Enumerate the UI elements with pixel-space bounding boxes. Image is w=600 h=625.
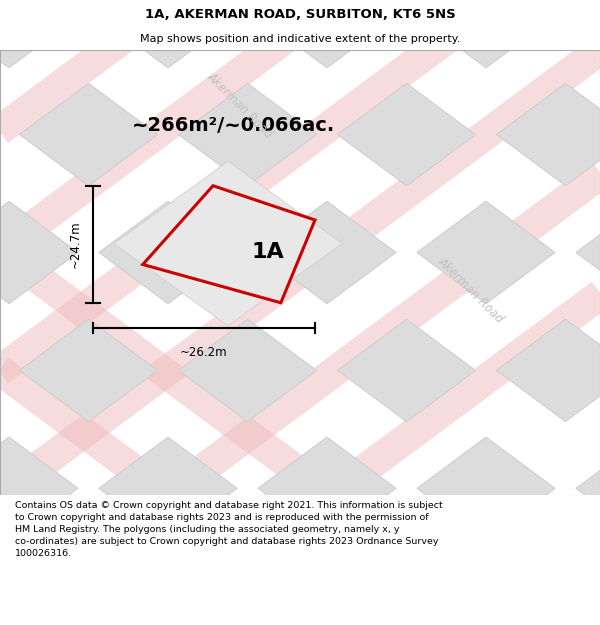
Polygon shape (497, 83, 600, 186)
Polygon shape (20, 319, 157, 422)
Text: ~266m²/~0.066ac.: ~266m²/~0.066ac. (132, 116, 335, 135)
Polygon shape (20, 319, 157, 422)
Polygon shape (99, 437, 237, 539)
Polygon shape (0, 201, 78, 304)
Text: Akerman Road: Akerman Road (205, 70, 275, 141)
Polygon shape (258, 201, 396, 304)
Polygon shape (337, 319, 476, 422)
Polygon shape (179, 83, 317, 186)
Polygon shape (497, 319, 600, 422)
Polygon shape (179, 319, 317, 422)
Text: ~24.7m: ~24.7m (69, 221, 82, 268)
Polygon shape (576, 201, 600, 304)
Text: 1A, AKERMAN ROAD, SURBITON, KT6 5NS: 1A, AKERMAN ROAD, SURBITON, KT6 5NS (145, 8, 455, 21)
Polygon shape (99, 201, 237, 304)
Polygon shape (417, 0, 555, 68)
Polygon shape (179, 555, 317, 625)
Polygon shape (417, 0, 555, 68)
Text: 1A: 1A (251, 242, 284, 262)
Text: ~26.2m: ~26.2m (180, 346, 228, 359)
Text: Akerman Road: Akerman Road (436, 255, 506, 326)
Polygon shape (337, 555, 476, 625)
Polygon shape (179, 319, 317, 422)
Polygon shape (258, 0, 396, 68)
Polygon shape (0, 0, 78, 68)
Polygon shape (337, 83, 476, 186)
Polygon shape (0, 437, 78, 539)
Polygon shape (179, 555, 317, 625)
Polygon shape (20, 555, 157, 625)
Polygon shape (99, 0, 237, 68)
Polygon shape (20, 555, 157, 625)
Polygon shape (497, 83, 600, 186)
Polygon shape (114, 161, 342, 326)
Polygon shape (0, 201, 78, 304)
Polygon shape (258, 437, 396, 539)
Polygon shape (417, 201, 555, 304)
Polygon shape (337, 555, 476, 625)
Polygon shape (497, 555, 600, 625)
Polygon shape (20, 83, 157, 186)
Polygon shape (576, 437, 600, 539)
Polygon shape (417, 437, 555, 539)
Polygon shape (417, 201, 555, 304)
Polygon shape (0, 0, 78, 68)
Polygon shape (576, 201, 600, 304)
Polygon shape (576, 0, 600, 68)
Polygon shape (576, 0, 600, 68)
Polygon shape (0, 437, 78, 539)
Polygon shape (417, 437, 555, 539)
Polygon shape (497, 319, 600, 422)
Polygon shape (258, 201, 396, 304)
Polygon shape (99, 437, 237, 539)
Polygon shape (99, 201, 237, 304)
Polygon shape (337, 319, 476, 422)
Polygon shape (576, 437, 600, 539)
Polygon shape (99, 0, 237, 68)
Polygon shape (258, 0, 396, 68)
Polygon shape (258, 437, 396, 539)
Text: Map shows position and indicative extent of the property.: Map shows position and indicative extent… (140, 34, 460, 44)
Text: Contains OS data © Crown copyright and database right 2021. This information is : Contains OS data © Crown copyright and d… (15, 501, 443, 558)
Polygon shape (337, 83, 476, 186)
Polygon shape (179, 83, 317, 186)
Polygon shape (497, 555, 600, 625)
Polygon shape (20, 83, 157, 186)
Polygon shape (143, 186, 315, 302)
